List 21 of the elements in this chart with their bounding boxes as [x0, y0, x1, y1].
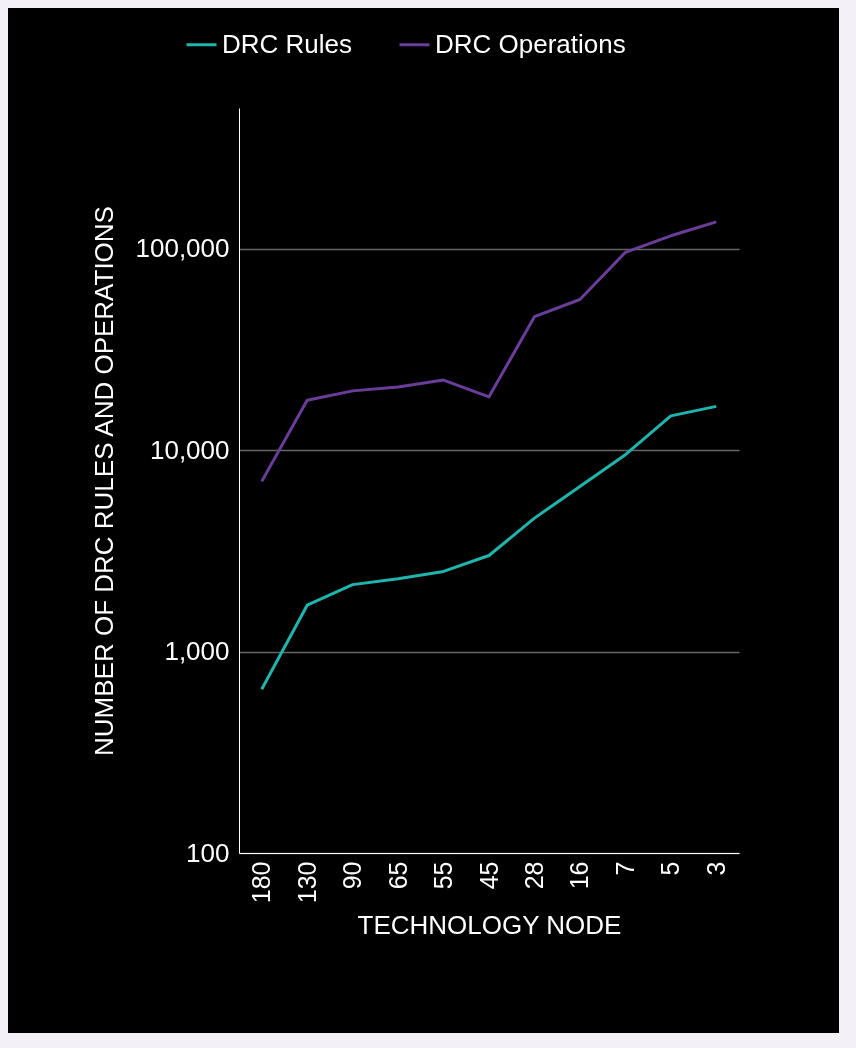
x-tick-label: 7: [610, 861, 639, 876]
x-tick-label: 180: [247, 861, 276, 904]
x-tick-label: 28: [519, 861, 548, 890]
x-tick-label: 65: [383, 861, 412, 890]
x-tick-label: 3: [701, 861, 730, 876]
legend-label: DRC Operations: [435, 28, 626, 59]
x-tick-label: 90: [338, 861, 367, 890]
y-tick-label: 10,000: [149, 434, 230, 465]
y-tick-label: 100,000: [135, 233, 230, 264]
y-axis-title: NUMBER OF DRC RULES AND OPERATIONS: [88, 206, 119, 756]
line-series: [260, 220, 718, 483]
x-tick-label: 5: [656, 861, 685, 876]
legend-label: DRC Rules: [222, 28, 353, 59]
x-tick-label: 130: [292, 861, 321, 904]
x-tick-label: 45: [474, 861, 503, 890]
y-tick-label: 100: [186, 837, 230, 868]
x-axis-title: TECHNOLOGY NODE: [357, 910, 622, 941]
x-tick-label: 16: [565, 861, 594, 890]
x-tick-label: 55: [429, 861, 458, 890]
y-tick-label: 1,000: [164, 636, 230, 667]
line-series: [260, 404, 718, 691]
